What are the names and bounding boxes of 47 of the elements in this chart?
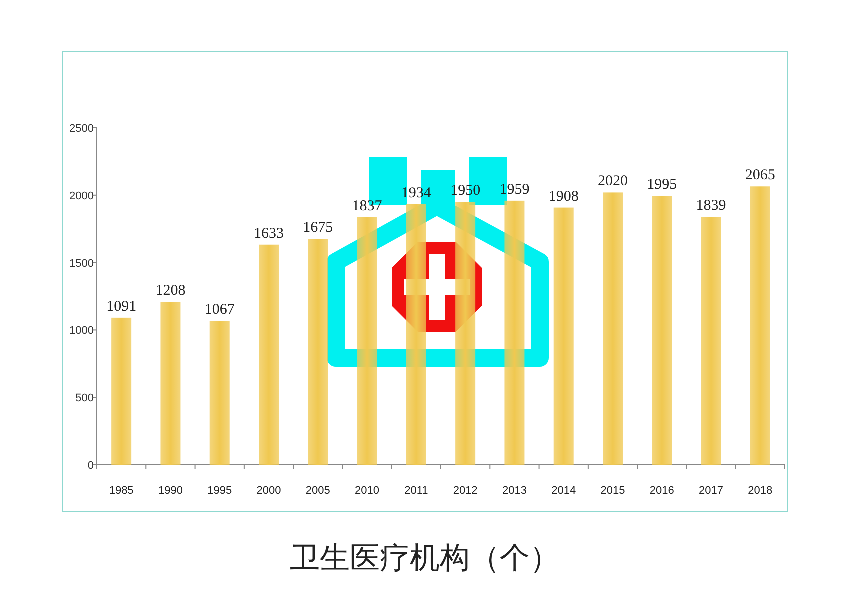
x-tick-label: 2010 [355, 485, 380, 497]
bar [259, 244, 279, 465]
x-tick-label: 2014 [552, 485, 576, 497]
y-tick-label: 0 [88, 460, 94, 472]
data-label: 1908 [548, 188, 579, 205]
data-label: 1208 [156, 283, 186, 300]
x-tick-label: 2016 [650, 485, 674, 497]
x-tick-label: 1985 [109, 485, 134, 497]
y-tick-label: 2500 [70, 123, 94, 135]
data-label: 1091 [106, 298, 137, 315]
x-tick-label: 2012 [453, 485, 478, 497]
data-label: 1839 [696, 198, 726, 214]
data-label: 1675 [303, 220, 334, 236]
x-tick-label: 2000 [256, 485, 282, 497]
bar [701, 217, 722, 465]
bar [603, 192, 623, 465]
text: 卫生医疗机构（个） [290, 542, 560, 575]
x-tick-label: 1990 [158, 485, 183, 497]
x-tick-label: 2005 [306, 485, 330, 497]
bar [652, 196, 672, 465]
x-tick-label: 2017 [699, 485, 724, 497]
bar [406, 204, 426, 465]
bar [308, 239, 328, 465]
bar [554, 208, 574, 465]
data-label: 2020 [598, 174, 628, 190]
x-tick-label: 2018 [748, 485, 773, 497]
bar [357, 217, 378, 465]
data-label: 1067 [204, 302, 236, 318]
bar [112, 318, 132, 465]
data-label: 1837 [352, 198, 383, 214]
y-tick-label: 1000 [70, 325, 94, 338]
bar [504, 200, 525, 465]
x-tick-label: 2015 [600, 485, 626, 497]
data-label: 2065 [745, 168, 776, 184]
data-label: 1950 [450, 183, 481, 200]
bar [750, 186, 770, 465]
y-tick-label: 2000 [70, 190, 94, 202]
x-tick-label: 2013 [502, 485, 527, 497]
bar [456, 202, 476, 465]
data-label: 1995 [647, 177, 678, 194]
x-tick-label: 1995 [208, 485, 232, 497]
y-tick-label: 1500 [70, 258, 94, 270]
y-tick-label: 500 [76, 392, 94, 405]
data-label: 1633 [254, 226, 284, 242]
bar [210, 321, 230, 465]
bar [160, 302, 181, 465]
x-tick-label: 2011 [404, 485, 428, 497]
